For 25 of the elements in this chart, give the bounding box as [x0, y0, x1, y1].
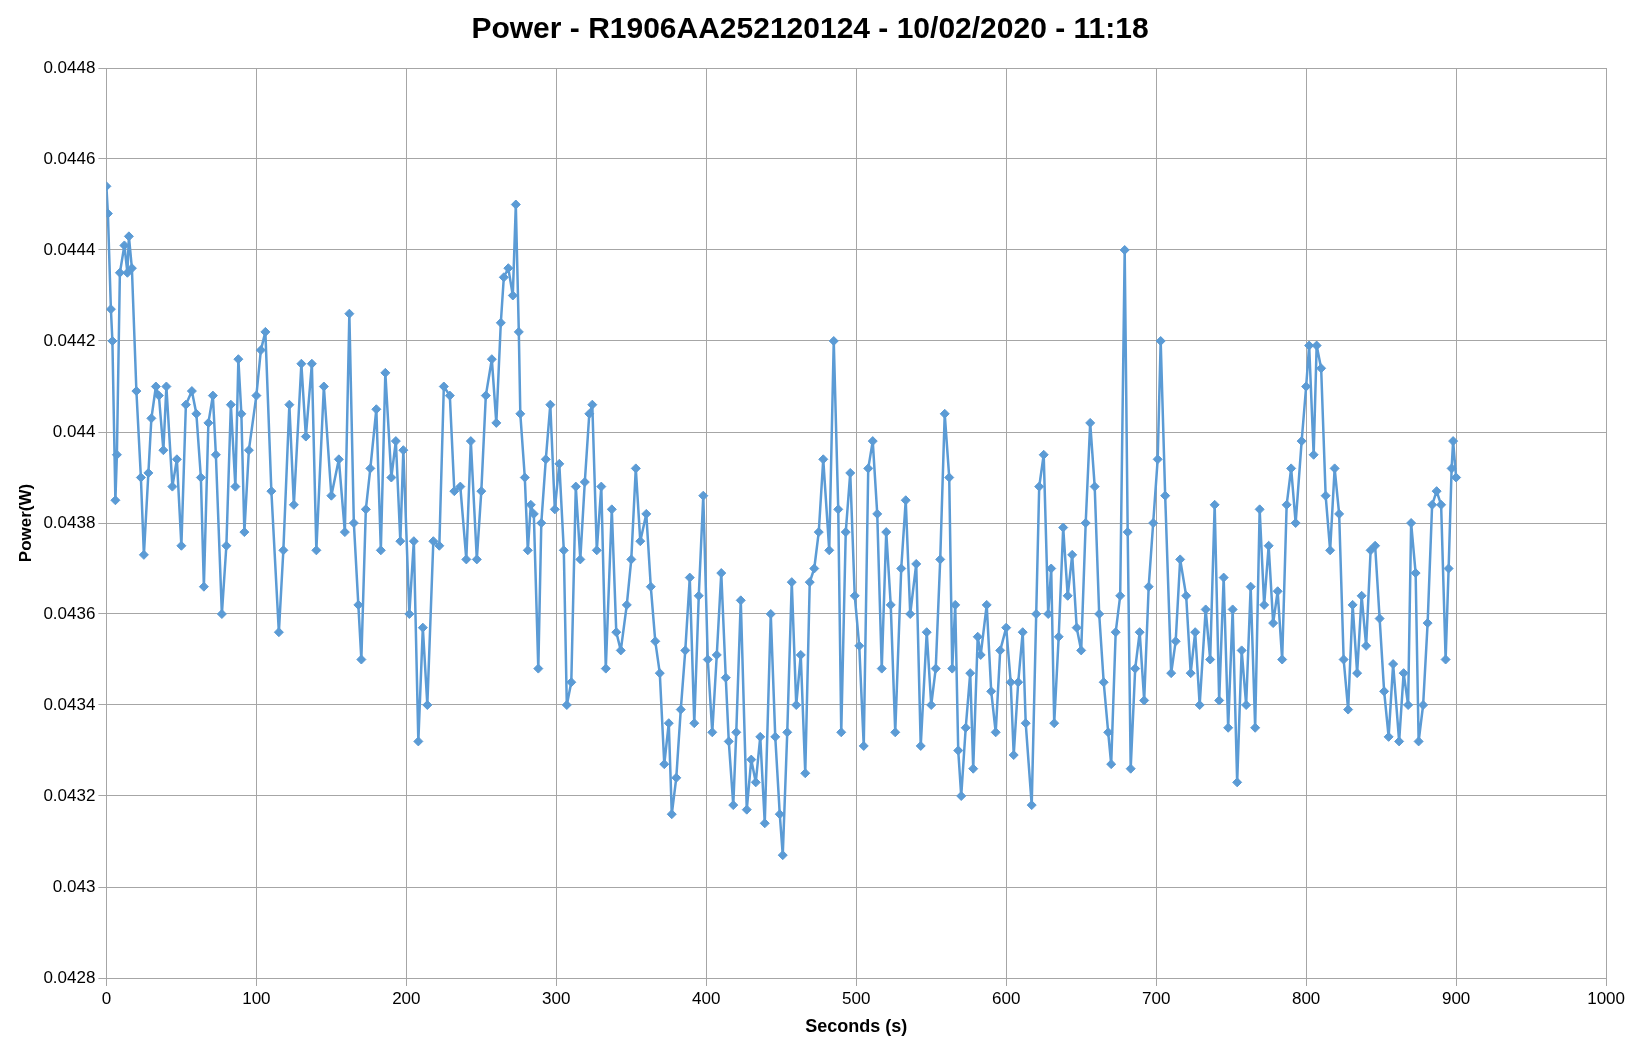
x-tick-label: 1000: [1587, 988, 1625, 1008]
y-tick-label: 0.0442: [43, 330, 96, 350]
y-tick-label: 0.0446: [43, 148, 96, 168]
x-tick-label: 0: [101, 988, 112, 1008]
x-axis-title: Seconds (s): [805, 1016, 908, 1037]
chart-title: Power - R1906AA252120124 - 10/02/2020 - 11:18: [471, 11, 1149, 45]
x-tick-label: 200: [392, 988, 421, 1008]
y-tick-label: 0.0438: [43, 512, 96, 532]
y-tick-label: 0.043: [52, 876, 96, 896]
y-tick-label: 0.044: [52, 421, 96, 441]
x-tick-label: 400: [692, 988, 721, 1008]
y-tick-label: 0.0444: [43, 239, 96, 259]
y-tick-label: 0.0428: [43, 967, 96, 987]
y-axis-title: Power(W): [15, 483, 35, 563]
x-tick-label: 600: [992, 988, 1021, 1008]
y-tick-label: 0.0448: [43, 57, 96, 77]
x-tick-label: 500: [842, 988, 871, 1008]
y-tick-label: 0.0432: [43, 785, 96, 805]
x-tick-label: 900: [1441, 988, 1471, 1008]
y-tick-label: 0.0434: [43, 694, 96, 714]
y-tick-label: 0.0436: [43, 603, 96, 623]
x-tick-label: 300: [542, 988, 571, 1008]
x-tick-label: 100: [242, 988, 271, 1008]
x-tick-label: 700: [1141, 988, 1171, 1008]
x-tick-label: 800: [1291, 988, 1321, 1008]
